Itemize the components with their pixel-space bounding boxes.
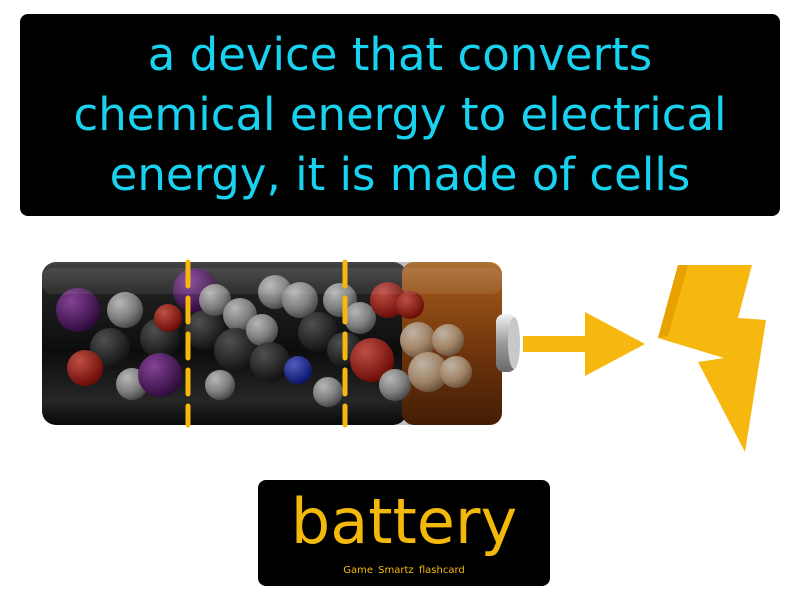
molecule-model — [56, 268, 472, 407]
battery-icon — [42, 259, 520, 428]
right-arrow-icon — [523, 312, 645, 376]
definition-panel: a device that converts chemical energy t… — [20, 14, 780, 216]
flashcard-credit: Game Smartz flashcard — [343, 565, 465, 576]
term-panel: battery Game Smartz flashcard — [258, 480, 550, 586]
definition-line-1: a device that converts — [147, 28, 653, 81]
definition-line-3: energy, it is made of cells — [109, 148, 691, 201]
term-word: battery — [290, 485, 518, 558]
battery-energy-illustration — [42, 259, 766, 452]
definition-line-2: chemical energy to electrical — [73, 88, 727, 141]
lightning-bolt-icon — [658, 265, 766, 452]
